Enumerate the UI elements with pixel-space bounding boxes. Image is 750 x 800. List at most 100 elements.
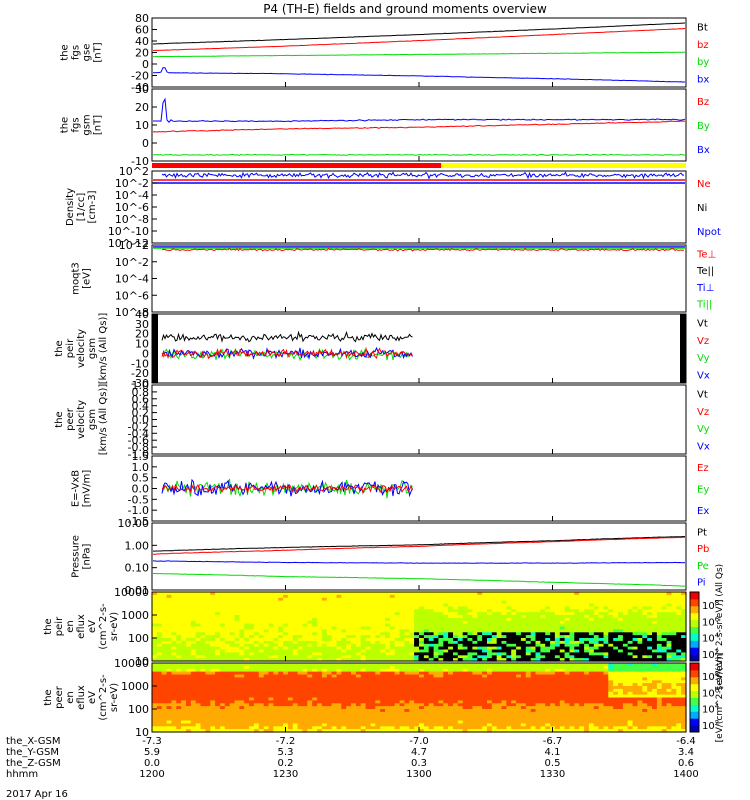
peer_spec-cell [253, 671, 260, 676]
density-ytick-label: 10^-4 [115, 189, 149, 202]
peir_spec-cell [681, 640, 687, 645]
peir_spec-cell [593, 620, 600, 625]
peer_spec-cell [258, 665, 265, 670]
peir_spec-cell [365, 643, 372, 648]
peir_spec-cell [220, 620, 226, 625]
peir_spec-cell [229, 635, 236, 639]
peer_spec-cell [210, 671, 216, 676]
peir_spec-cell [448, 592, 454, 596]
peir_spec-cell [370, 620, 376, 625]
peir_spec-cell [360, 632, 367, 636]
peir_spec-cell [467, 658, 473, 662]
peer_spec-cell [525, 717, 532, 722]
peer_spec-cell [385, 665, 391, 670]
peer_spec-cell [239, 703, 245, 707]
peir_spec-cell [341, 649, 347, 653]
peir_spec-cell [550, 643, 556, 648]
peer_spec-cell [506, 723, 512, 727]
peer_spec-cell [506, 706, 512, 710]
peir_spec-cell [428, 643, 435, 648]
peer_spec-cell [419, 711, 425, 716]
peer_velocity-ytick-label: -0.2 [128, 420, 149, 433]
peir_spec-cell [554, 652, 561, 656]
peer_spec-cell [341, 709, 347, 713]
peir_spec-cell [181, 620, 187, 625]
peer_spec-cell [385, 677, 391, 681]
peir_spec-cell [530, 640, 537, 645]
peir_spec-cell [297, 649, 304, 653]
peir_spec-cell [355, 658, 362, 662]
peer_spec-cell [433, 729, 440, 733]
peir_spec-cell [443, 594, 449, 599]
peir_spec-cell [627, 652, 634, 656]
peer_spec-cell [487, 709, 493, 713]
peer_spec-cell [336, 668, 342, 673]
peer_spec-cell [423, 703, 430, 707]
peir_spec-colorbar-step [690, 592, 699, 600]
peir_spec-cell [156, 626, 163, 630]
peir_spec-cell [627, 609, 634, 613]
peir_spec-cell [156, 597, 163, 602]
peir_spec-cell [360, 620, 367, 625]
peir_spec-cell [365, 620, 372, 625]
peer_spec-cell [428, 709, 435, 713]
peir_spec-cell [385, 612, 391, 616]
peir_spec-cell [535, 635, 541, 639]
peir_spec-cell [321, 592, 328, 596]
peer_spec-cell [530, 668, 537, 673]
peir_spec-cell [404, 632, 410, 636]
peir_spec-cell [346, 635, 352, 639]
peer_spec-cell [365, 663, 372, 667]
peer_spec-cell [535, 720, 541, 724]
peir_spec-cell [419, 597, 425, 602]
peir_spec-cell [676, 649, 682, 653]
peir_spec-cell [370, 626, 376, 630]
density-legend-ne: Ne [697, 179, 711, 190]
peir_spec-cell [224, 629, 231, 633]
peir_spec-cell [351, 615, 357, 619]
peir_spec-cell [317, 658, 323, 662]
peir_spec-cell [385, 617, 391, 622]
peer_spec-cell [273, 668, 279, 673]
peir_spec-cell [525, 612, 532, 616]
efield-series-ex [161, 478, 413, 498]
peir_spec-cell [355, 620, 362, 625]
peir_spec-cell [593, 649, 600, 653]
peer_spec-cell [355, 680, 362, 684]
peer_spec-cell [152, 668, 158, 673]
peer_spec-cell [355, 677, 362, 681]
peer_spec-cell [258, 674, 265, 678]
peir_spec-cell [292, 606, 299, 610]
peer_spec-cell [307, 703, 313, 707]
peir_spec-cell [554, 649, 561, 653]
peir_spec-cell [506, 609, 512, 613]
peer_spec-cell [312, 691, 318, 696]
peir_spec-cell [472, 638, 478, 642]
peer_spec-cell [171, 723, 177, 727]
peir_spec-cell [278, 629, 284, 633]
peir_spec-cell [554, 617, 561, 622]
peer_spec-cell [419, 674, 425, 678]
peer_spec-cell [491, 697, 498, 701]
peer_spec-cell [545, 726, 551, 730]
peir_spec-cell [229, 638, 236, 642]
peer_spec-cell [244, 709, 250, 713]
peir_spec-cell [564, 603, 571, 607]
peer_spec-cell [501, 671, 507, 676]
peer_spec-cell [559, 717, 566, 722]
peer_spec-cell [258, 720, 265, 724]
peer_spec-cell [176, 711, 182, 716]
peir_spec-cell [491, 635, 498, 639]
peir_spec-cell [496, 655, 503, 659]
peir_spec-cell [598, 597, 605, 602]
peir_spec-cell [618, 623, 624, 628]
peir_spec-cell [234, 632, 240, 636]
peer_spec-cell [506, 720, 512, 724]
peer_spec-cell [501, 703, 507, 707]
peir_spec-cell [297, 597, 304, 602]
peer_spec-cell [331, 683, 338, 687]
peer_spec-cell [385, 697, 391, 701]
peer_spec-cell [414, 663, 420, 667]
peer_spec-cell [501, 714, 507, 719]
peer_spec-cell [467, 668, 473, 673]
